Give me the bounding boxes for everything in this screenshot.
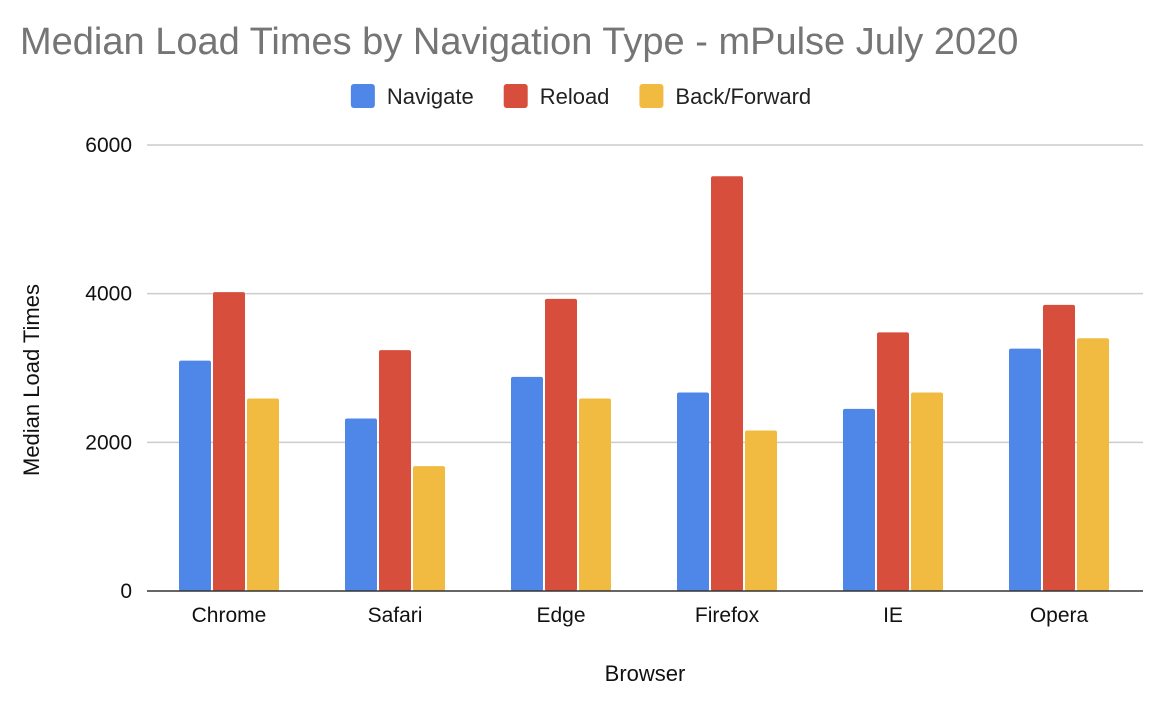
- bar-navigate-ie: [843, 408, 875, 591]
- bar-navigate-safari: [345, 418, 377, 591]
- legend-label: Reload: [540, 84, 610, 109]
- x-tick-label: Chrome: [192, 604, 267, 627]
- x-tick-label: Edge: [536, 604, 585, 627]
- legend-label: Navigate: [387, 84, 474, 109]
- bar-navigate-edge: [511, 376, 543, 591]
- bar-back-forward-safari: [413, 466, 445, 591]
- legend-label: Back/Forward: [675, 84, 811, 109]
- bar-reload-safari: [379, 350, 411, 591]
- x-axis-ticks: Chrome Safari Edge Firefox IE Opera: [192, 604, 1089, 627]
- legend-swatch: [503, 84, 528, 108]
- bar-back-forward-edge: [579, 398, 611, 591]
- bar-navigate-chrome: [179, 360, 211, 591]
- x-axis-title: Browser: [605, 661, 686, 686]
- legend-swatch: [350, 84, 375, 108]
- legend: Navigate Reload Back/Forward: [350, 84, 811, 109]
- x-tick-label: Firefox: [695, 604, 760, 627]
- y-tick-label: 6000: [85, 134, 132, 157]
- y-tick-label: 2000: [85, 431, 132, 454]
- bar-reload-chrome: [213, 292, 245, 591]
- bar-reload-firefox: [711, 176, 743, 591]
- bar-navigate-firefox: [677, 392, 709, 591]
- x-tick-label: Opera: [1030, 604, 1089, 627]
- bar-reload-opera: [1043, 304, 1075, 591]
- y-axis-ticks: 0 2000 4000 6000: [85, 134, 132, 603]
- x-tick-label: Safari: [368, 604, 423, 627]
- bars: [179, 176, 1109, 591]
- legend-swatch: [639, 84, 664, 108]
- bar-back-forward-opera: [1077, 338, 1109, 591]
- bar-navigate-opera: [1009, 348, 1041, 591]
- y-tick-label: 0: [120, 580, 132, 603]
- gridlines: [147, 144, 1143, 444]
- x-tick-label: IE: [883, 604, 903, 627]
- bar-back-forward-chrome: [247, 398, 279, 591]
- bar-back-forward-firefox: [745, 430, 777, 591]
- chart-title: Median Load Times by Navigation Type - m…: [20, 21, 1018, 63]
- bar-reload-ie: [877, 332, 909, 591]
- bar-reload-edge: [545, 298, 577, 591]
- y-axis-title: Median Load Times: [19, 284, 44, 476]
- y-tick-label: 4000: [85, 283, 132, 306]
- bar-back-forward-ie: [911, 392, 943, 591]
